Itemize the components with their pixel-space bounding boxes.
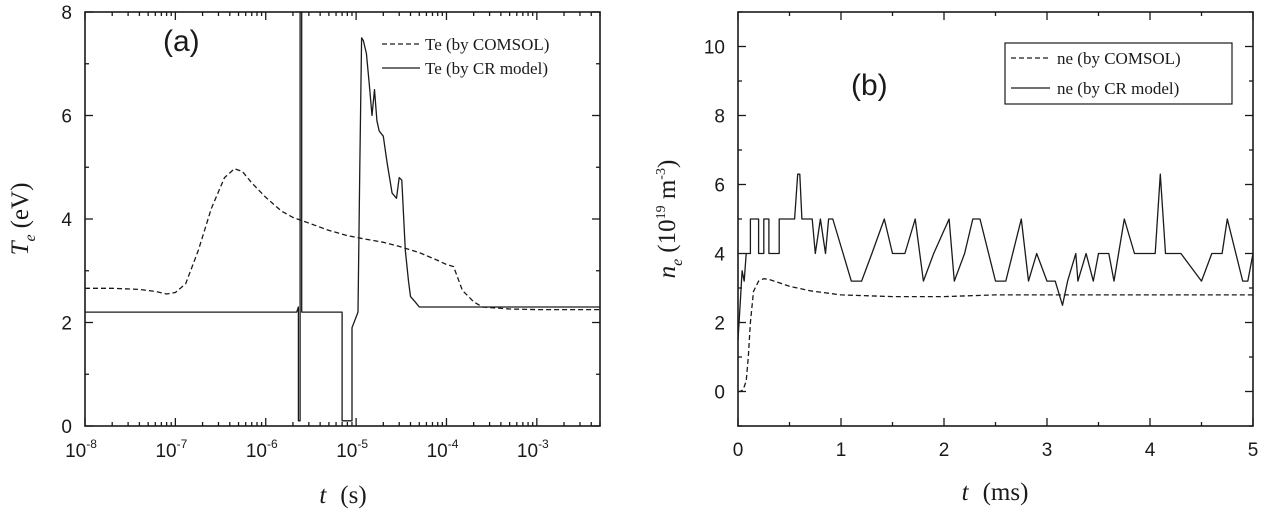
- x-tick-label-b-3: 3: [1042, 440, 1053, 461]
- x-axis-title-a: t (s): [319, 482, 366, 509]
- x-ticks-a: 10-8 10-7 10-6 10-5 10-4 10-3: [65, 12, 601, 462]
- panel-label-b: (b): [851, 69, 888, 102]
- legend-label-te-comsol: Te (by COMSOL): [425, 35, 549, 54]
- y-tick-label-a-0: 0: [61, 417, 72, 438]
- x-tick-label-a-3: 10-5: [336, 437, 368, 462]
- legend-label-te-cr: Te (by CR model): [425, 59, 548, 78]
- x-axis-title-b: t (ms): [962, 479, 1029, 506]
- y-tick-label-a-3: 6: [61, 107, 72, 128]
- legend-b: ne (by COMSOL) ne (by CR model): [1011, 49, 1181, 98]
- x-ticks-b: 0 1 2 3 4 5: [733, 12, 1259, 461]
- y-tick-label-a-4: 8: [61, 3, 72, 24]
- x-tick-label-a-2: 10-6: [246, 437, 278, 462]
- y-tick-label-b-0: 0: [714, 383, 725, 404]
- y-ticks-b: 0 2 4 6 8 10: [704, 11, 1253, 427]
- plot-area-b: [737, 173, 1254, 393]
- legend-box-b: [1004, 42, 1233, 105]
- x-tick-label-b-1: 1: [836, 440, 847, 461]
- series-line-a-0: [85, 168, 600, 311]
- x-tick-label-b-4: 4: [1145, 440, 1156, 461]
- x-tick-label-b-0: 0: [733, 440, 744, 461]
- x-tick-label-b-5: 5: [1248, 440, 1259, 461]
- x-tick-label-a-0: 10-8: [65, 437, 97, 462]
- x-tick-label-a-5: 10-3: [517, 437, 549, 462]
- y-tick-label-b-3: 6: [714, 176, 725, 197]
- y-tick-label-b-1: 2: [714, 314, 725, 335]
- y-ticks-a: 0 2 4 6 8: [61, 3, 600, 438]
- chart-panel-a: 10-8 10-7 10-6 10-5 10-4 10-3 0 2 4 6 8 (a) Te (b…: [7, 3, 601, 509]
- x-tick-label-a-1: 10-7: [155, 437, 187, 462]
- x-tick-label-a-4: 10-4: [427, 437, 459, 462]
- x-tick-label-b-2: 2: [939, 440, 950, 461]
- legend-label-ne-comsol: ne (by COMSOL): [1057, 49, 1181, 68]
- y-axis-title-b: ne(1019 m-3): [654, 160, 686, 279]
- y-tick-label-b-2: 4: [714, 245, 725, 266]
- legend-label-ne-cr: ne (by CR model): [1057, 79, 1179, 98]
- y-tick-label-a-1: 2: [61, 314, 72, 335]
- series-line-a-1: [85, 11, 600, 422]
- y-axis-title-a: Te(eV): [7, 183, 39, 256]
- chart-panel-b: 0 1 2 3 4 5 0 2 4 6 8 10 (b) ne (by COMSOL) ne (by…: [654, 11, 1259, 506]
- series-line-b-0: [738, 278, 1253, 393]
- plot-area-a: [85, 11, 600, 422]
- y-tick-label-a-2: 4: [61, 210, 72, 231]
- y-tick-label-b-4: 8: [714, 107, 725, 128]
- panel-label-a: (a): [163, 25, 200, 58]
- y-tick-label-b-5: 10: [704, 38, 725, 59]
- legend-a: Te (by COMSOL) Te (by CR model): [382, 35, 549, 78]
- series-line-b-1: [737, 173, 1254, 340]
